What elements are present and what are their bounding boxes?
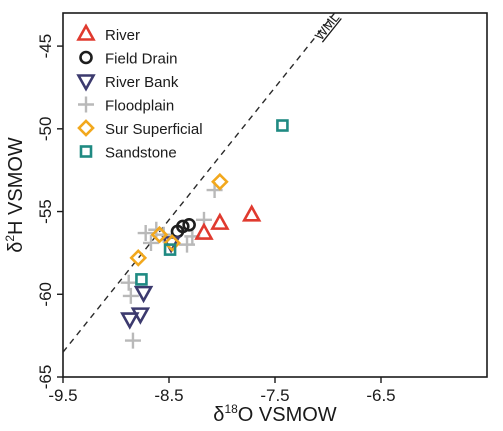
legend-label: Sandstone: [105, 145, 177, 162]
data-point: [142, 234, 159, 251]
data-point: [133, 285, 154, 304]
data-point: [135, 273, 148, 286]
x-tick-label: -7.5: [260, 386, 289, 405]
plot-area: [62, 12, 488, 378]
series-sandstone: [135, 119, 289, 286]
legend-item: Sur Superficial: [77, 119, 203, 138]
data-point: [210, 212, 230, 230]
data-point: [124, 332, 141, 349]
x-tick-label: -9.5: [48, 386, 77, 405]
series-river: [194, 204, 262, 240]
data-point: [150, 225, 169, 244]
legend-item: River Bank: [76, 74, 179, 92]
data-point: [137, 225, 154, 242]
wml-dashed-line: [63, 13, 336, 353]
legend-label: River Bank: [105, 74, 179, 91]
legend-item: Sandstone: [79, 145, 177, 162]
data-point: [241, 204, 262, 222]
legend-marker: [79, 145, 93, 158]
y-tick-label: -45: [36, 34, 55, 59]
legend-marker: [76, 74, 96, 92]
y-axis-label-rest: H VSMOW: [5, 137, 27, 235]
data-point: [163, 243, 177, 256]
data-point: [179, 236, 196, 253]
x-axis: -9.5 -8.5 -7.5 -6.5: [48, 377, 396, 405]
x-axis-label-rest: O VSMOW: [238, 404, 337, 426]
y-tick-label: -60: [36, 282, 55, 307]
data-point: [211, 172, 229, 191]
y-axis-label-prefix: δ: [5, 242, 27, 253]
y-tick-label: -55: [36, 199, 55, 224]
wml-reference-line: [63, 13, 336, 353]
data-point: [182, 217, 196, 232]
data-point: [163, 234, 182, 252]
legend-label: Field Drain: [105, 51, 178, 68]
data-point: [120, 274, 137, 291]
legend: River Field Drain River Bank Floodplain Sur …: [76, 23, 203, 162]
data-point: [194, 222, 214, 240]
legend-marker: [77, 119, 95, 137]
legend-label: River: [105, 27, 140, 44]
y-axis: -45 -50 -55 -60 -65: [36, 34, 63, 389]
data-point: [120, 312, 140, 330]
x-tick-label: -6.5: [366, 386, 395, 405]
y-tick-label: -50: [36, 117, 55, 142]
legend-label: Sur Superficial: [105, 121, 203, 138]
series-sur-superficial: [129, 172, 229, 267]
legend-item: Field Drain: [79, 50, 178, 68]
data-point: [122, 287, 139, 304]
data-points: [120, 119, 289, 349]
legend-item: Floodplain: [78, 96, 174, 115]
y-axis-label-sup: 2: [3, 235, 17, 242]
legend-marker: [78, 96, 94, 113]
y-axis-label: δ2H VSMOW: [3, 137, 27, 253]
legend-label: Floodplain: [105, 98, 174, 115]
x-axis-label-sup: 18: [224, 402, 238, 416]
x-axis-label: δ18O VSMOW: [213, 402, 337, 426]
x-tick-label: -8.5: [154, 386, 183, 405]
legend-marker: [79, 50, 93, 65]
x-axis-label-prefix: δ: [213, 404, 224, 426]
legend-marker: [76, 23, 96, 41]
y-tick-label: -65: [36, 365, 55, 390]
legend-item: River: [76, 23, 140, 44]
data-point: [276, 119, 289, 132]
data-point: [129, 249, 148, 267]
